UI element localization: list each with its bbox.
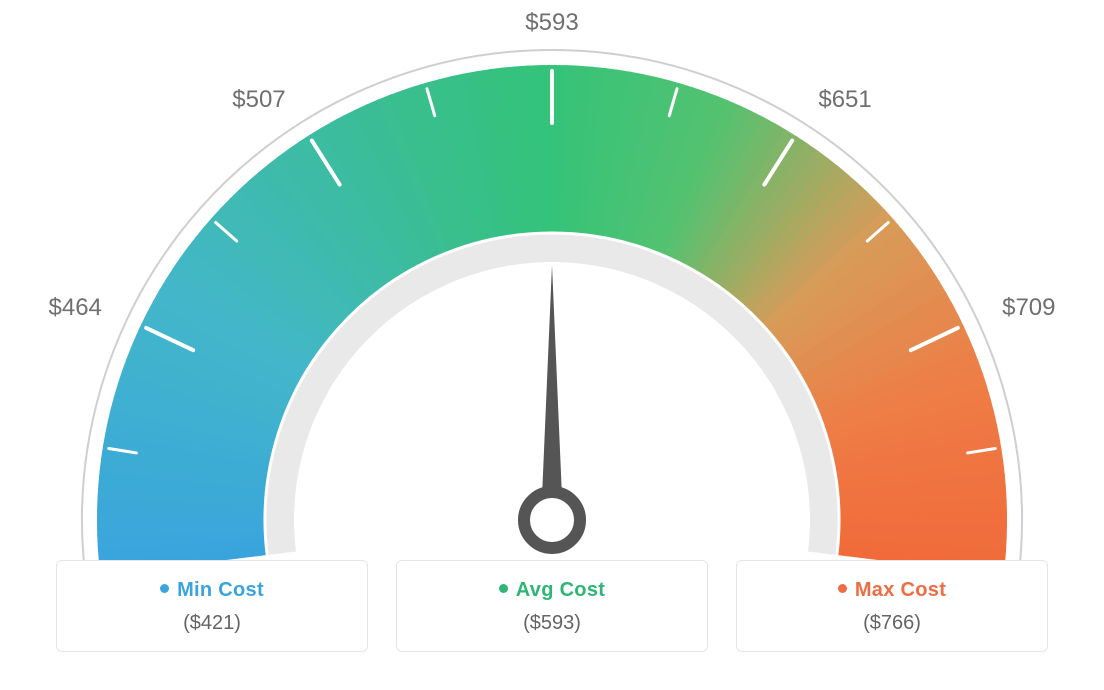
legend-row: Min Cost ($421) Avg Cost ($593) Max Cost… — [0, 560, 1104, 652]
legend-card-max: Max Cost ($766) — [736, 560, 1048, 652]
tick-label: $464 — [49, 294, 102, 321]
legend-min-title: Min Cost — [57, 579, 367, 602]
legend-card-avg: Avg Cost ($593) — [396, 560, 708, 652]
legend-min-label: Min Cost — [177, 579, 264, 601]
legend-avg-value: ($593) — [397, 612, 707, 635]
gauge-needle — [541, 265, 563, 520]
legend-max-label: Max Cost — [855, 579, 946, 601]
legend-max-value: ($766) — [737, 612, 1047, 635]
legend-avg-title: Avg Cost — [397, 579, 707, 602]
dot-icon — [838, 584, 847, 593]
tick-label: $709 — [1002, 294, 1055, 321]
legend-avg-label: Avg Cost — [516, 579, 605, 601]
gauge-svg: $421$464$507$593$651$709$766 — [0, 0, 1104, 560]
legend-max-title: Max Cost — [737, 579, 1047, 602]
gauge-hub — [524, 492, 580, 548]
tick-label: $651 — [818, 86, 871, 113]
tick-label: $507 — [232, 86, 285, 113]
legend-card-min: Min Cost ($421) — [56, 560, 368, 652]
dot-icon — [160, 584, 169, 593]
dot-icon — [499, 584, 508, 593]
legend-min-value: ($421) — [57, 612, 367, 635]
tick-label: $593 — [525, 9, 578, 36]
gauge-chart: $421$464$507$593$651$709$766 — [0, 0, 1104, 560]
cost-gauge-widget: $421$464$507$593$651$709$766 Min Cost ($… — [0, 0, 1104, 690]
